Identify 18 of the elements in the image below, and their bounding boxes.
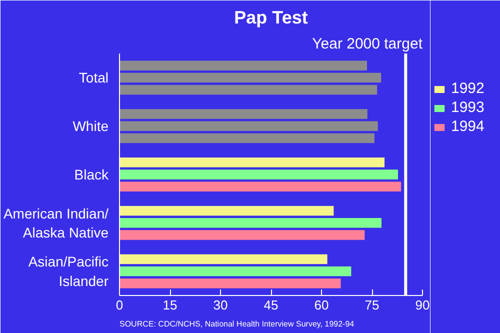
source-note: SOURCE: CDC/NCHS, National Health Interview Survey, 1992-94 (120, 320, 355, 328)
legend-label: 1994 (451, 118, 484, 135)
x-tick-label: 75 (364, 298, 380, 312)
y-tick-label: White (72, 118, 109, 134)
legend-label: 1992 (451, 80, 484, 97)
legend-label: 1993 (451, 99, 484, 116)
y-tick-label: Total (78, 70, 109, 86)
y-tick-label: American Indian/ Alaska Native (3, 205, 109, 240)
ref-line-label: Year 2000 target (312, 36, 424, 52)
x-tick-label: 30 (213, 298, 228, 312)
x-tick-label: 60 (314, 298, 329, 312)
x-tick-label: 15 (162, 298, 178, 312)
x-tick-label: 90 (415, 298, 430, 312)
x-tick-label: 45 (264, 298, 278, 312)
x-tick-label: 0 (116, 298, 124, 312)
y-tick-label: Asian/Pacific Islander (28, 254, 109, 289)
y-tick-label: Black (74, 166, 110, 182)
chart-title: Pap Test (234, 8, 308, 28)
